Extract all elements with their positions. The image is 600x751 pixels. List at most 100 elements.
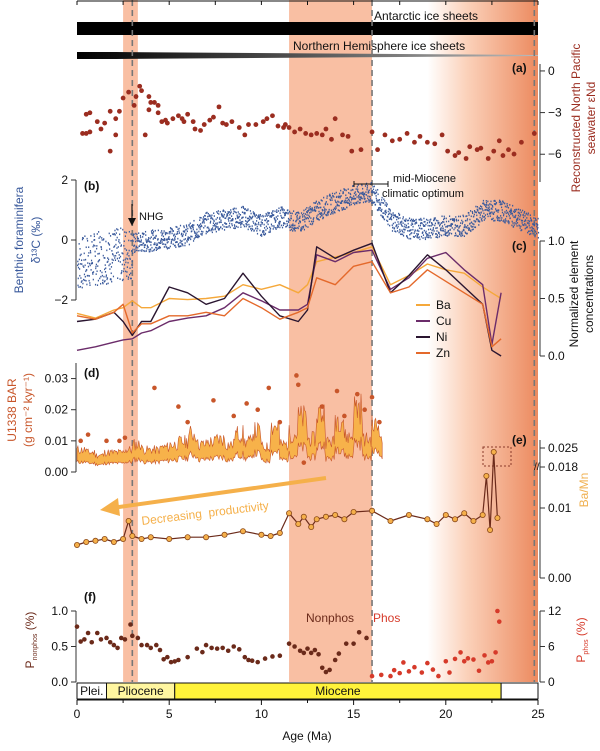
d13c-point (261, 219, 263, 221)
d13c-point (476, 206, 479, 208)
d13c-point (297, 218, 299, 221)
d13c-point (505, 212, 507, 215)
d13c-point (105, 275, 107, 278)
d13c-point (383, 212, 385, 214)
d13c-point (389, 208, 391, 211)
d13c-point (368, 201, 370, 203)
d13c-point (249, 216, 251, 218)
d13c-point (408, 217, 411, 220)
d13c-point (291, 224, 293, 227)
d13c-point (499, 200, 502, 203)
d13c-point (434, 224, 436, 227)
d13c-point (392, 212, 394, 214)
d13c-point (307, 217, 309, 220)
d13c-point (326, 197, 328, 199)
d13c-point (331, 197, 333, 199)
axis-b-title-line2: δ¹³C (‰) (29, 217, 43, 264)
d13c-point (237, 221, 239, 224)
d13c-point (207, 226, 209, 229)
zoom-box (482, 446, 512, 467)
d13c-point (92, 278, 94, 281)
d13c-point (459, 231, 461, 233)
d13c-point (404, 219, 407, 222)
end-scatter-point (220, 120, 226, 126)
d13c-point (398, 231, 400, 234)
d13c-point (78, 286, 80, 288)
end-scatter-point (303, 131, 309, 136)
d13c-point (510, 213, 512, 215)
d13c-point (444, 229, 446, 231)
d13c-point (352, 198, 354, 200)
d13c-point (117, 246, 119, 248)
d13c-point (269, 231, 271, 233)
d13c-point (263, 234, 265, 236)
d13c-point (374, 203, 377, 206)
d13c-point (279, 222, 281, 225)
end-scatter-point (467, 144, 473, 150)
d13c-point (454, 227, 456, 229)
legend-label-zn: Zn (436, 346, 450, 360)
d13c-point (187, 239, 190, 241)
d13c-point (245, 225, 247, 228)
d13c-point (292, 210, 295, 212)
end-scatter-point (282, 122, 288, 127)
d13c-point (125, 261, 127, 264)
d13c-point (351, 196, 353, 199)
end-scatter-point (246, 122, 251, 127)
d13c-point (262, 215, 264, 218)
d13c-point (81, 280, 83, 282)
d13c-point (369, 196, 371, 198)
d13c-point (513, 216, 515, 219)
d13c-point (435, 236, 437, 238)
d13c-point (334, 199, 336, 202)
pnonphos-point (74, 624, 80, 629)
d13c-point (300, 227, 302, 229)
pphos-point (452, 656, 458, 662)
d13c-point (241, 216, 243, 219)
d13c-point (501, 217, 503, 219)
d13c-point (377, 208, 380, 210)
pphos-point (406, 669, 412, 674)
d13c-point (448, 224, 450, 227)
d13c-point (531, 229, 533, 231)
d13c-point (252, 220, 254, 223)
d13c-point (425, 218, 428, 221)
d13c-point (531, 230, 534, 233)
pnonphos-point (104, 635, 109, 641)
d13c-point (111, 258, 113, 261)
d13c-point (142, 236, 144, 238)
pphos-point (482, 653, 487, 658)
d13c-point (280, 214, 282, 217)
pphos-point (485, 660, 491, 665)
d13c-point (234, 211, 236, 213)
end-scatter-point (369, 129, 375, 135)
d13c-point (314, 202, 316, 205)
pnonphos-point (153, 642, 159, 648)
d13c-point (168, 236, 170, 238)
d13c-point (370, 187, 372, 190)
panel-label-e: (e) (512, 433, 527, 447)
d13c-point (223, 213, 225, 216)
d13c-point (86, 269, 88, 271)
d13c-point (260, 233, 263, 236)
d13c-point (121, 279, 124, 282)
d13c-point (286, 224, 289, 227)
d13c-point (447, 230, 449, 233)
d13c-point (357, 200, 359, 203)
d13c-point (90, 269, 92, 271)
d13c-point (436, 227, 438, 229)
d13c-point (515, 220, 517, 223)
d13c-point (382, 217, 385, 219)
d13c-point (526, 222, 529, 224)
d13c-point (504, 218, 507, 220)
d13c-point (446, 235, 449, 237)
d13c-point (420, 222, 422, 224)
d13c-point (463, 235, 465, 237)
d13c-point (414, 230, 416, 233)
d13c-point (427, 228, 430, 231)
d13c-point (215, 225, 217, 227)
end-scatter-point (345, 133, 351, 139)
d13c-point (150, 236, 152, 239)
d13c-point (350, 193, 352, 196)
d13c-point (81, 238, 84, 241)
